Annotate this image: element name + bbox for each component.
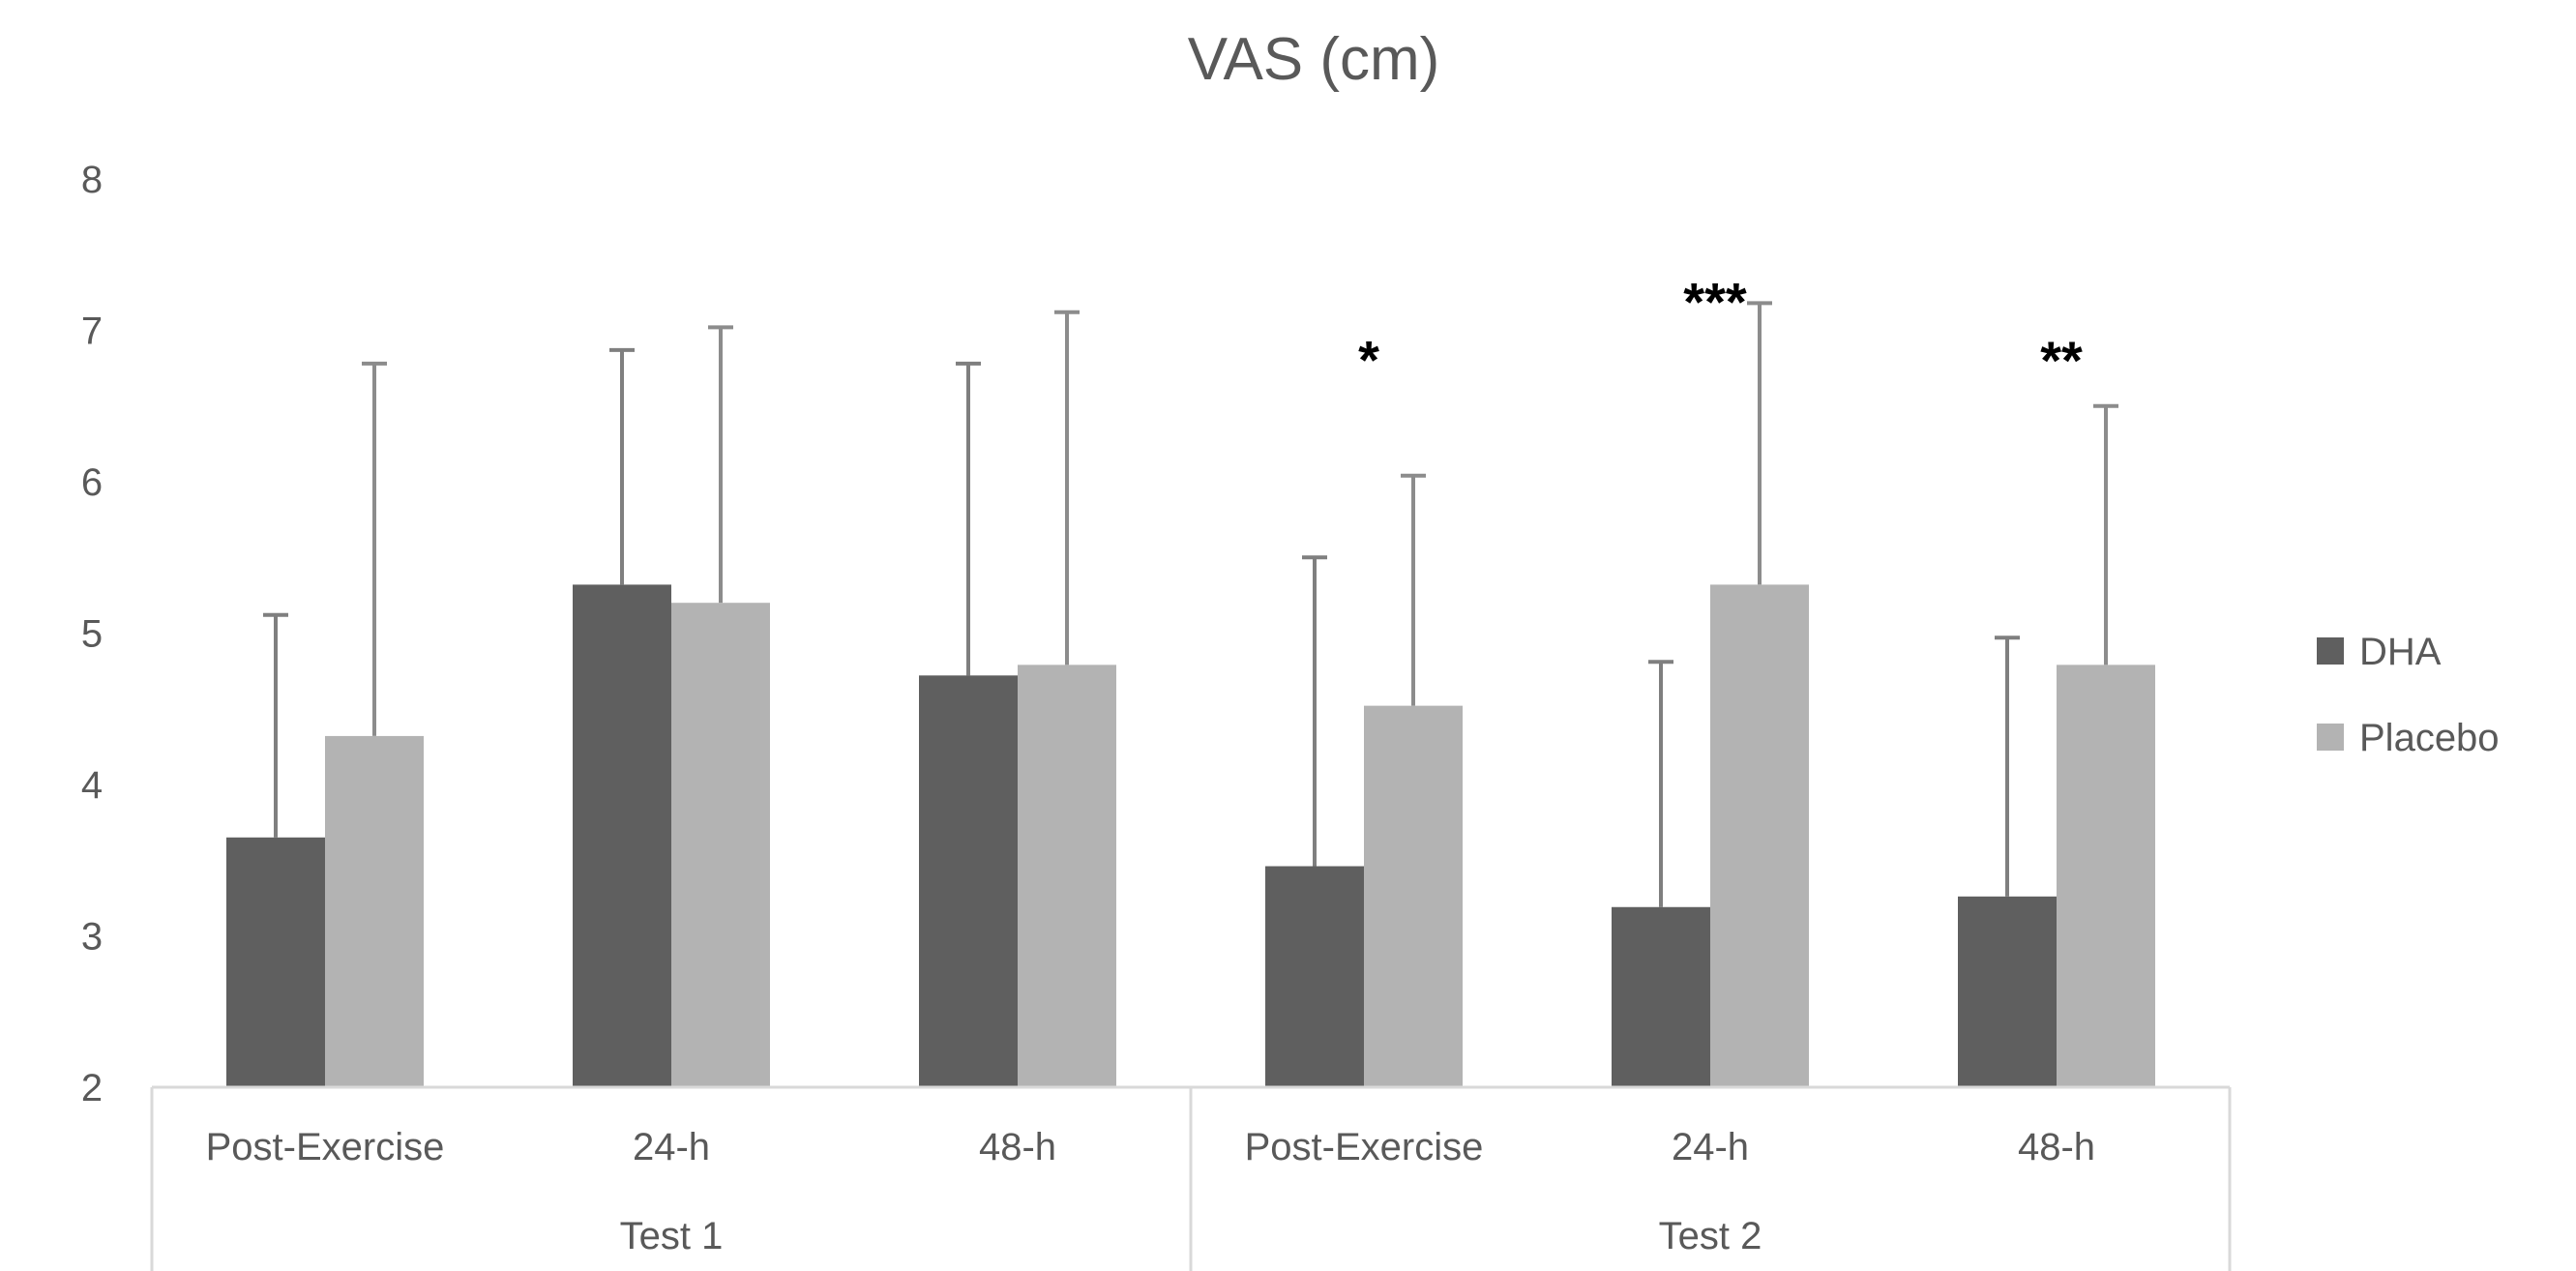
y-tick-label: 7 — [81, 310, 103, 353]
y-tick-label: 3 — [81, 916, 103, 959]
x-axis-labels: Post-Exercise 24-h 48-h Post-Exercise 24-h 48… — [206, 1126, 2095, 1257]
bar-dha — [1612, 906, 1710, 1087]
group-label: Test 2 — [1659, 1215, 1762, 1257]
chart-title: VAS (cm) — [1188, 26, 1440, 93]
y-tick-label: 2 — [81, 1067, 103, 1109]
y-axis: 2 3 4 5 6 7 8 — [81, 159, 103, 1109]
significance-marker: * — [1358, 330, 1379, 391]
y-tick-label: 4 — [81, 764, 103, 807]
bar-placebo — [1364, 705, 1463, 1087]
group-label: Test 1 — [620, 1215, 724, 1257]
x-tick-label: 48-h — [979, 1126, 1056, 1168]
y-tick-label: 8 — [81, 159, 103, 201]
bar-dha — [226, 837, 325, 1087]
bar-placebo — [2057, 665, 2155, 1087]
legend: DHA Placebo — [2317, 631, 2500, 759]
bar-placebo — [1018, 665, 1116, 1087]
bar-placebo — [1710, 584, 1809, 1087]
legend-swatch — [2317, 724, 2344, 751]
x-tick-label: 48-h — [2018, 1126, 2095, 1168]
legend-label: Placebo — [2359, 717, 2500, 759]
x-tick-label: Post-Exercise — [1245, 1126, 1484, 1168]
bars — [226, 584, 2155, 1087]
bar-dha — [573, 584, 671, 1087]
significance-annotations: ****** — [1358, 271, 2083, 390]
error-bars — [263, 301, 2118, 907]
y-tick-label: 5 — [81, 613, 103, 656]
x-tick-label: 24-h — [633, 1126, 710, 1168]
y-tick-label: 6 — [81, 461, 103, 504]
bar-placebo — [325, 735, 424, 1087]
significance-marker: ** — [2040, 330, 2083, 391]
bar-dha — [1958, 896, 2057, 1087]
x-tick-label: 24-h — [1672, 1126, 1749, 1168]
legend-label: DHA — [2359, 631, 2442, 673]
legend-swatch — [2317, 637, 2344, 665]
significance-marker: *** — [1683, 271, 1747, 332]
x-axis-frame — [150, 1085, 2232, 1271]
bar-dha — [919, 675, 1018, 1087]
bar-dha — [1265, 866, 1364, 1087]
bar-placebo — [671, 603, 770, 1087]
x-tick-label: Post-Exercise — [206, 1126, 445, 1168]
